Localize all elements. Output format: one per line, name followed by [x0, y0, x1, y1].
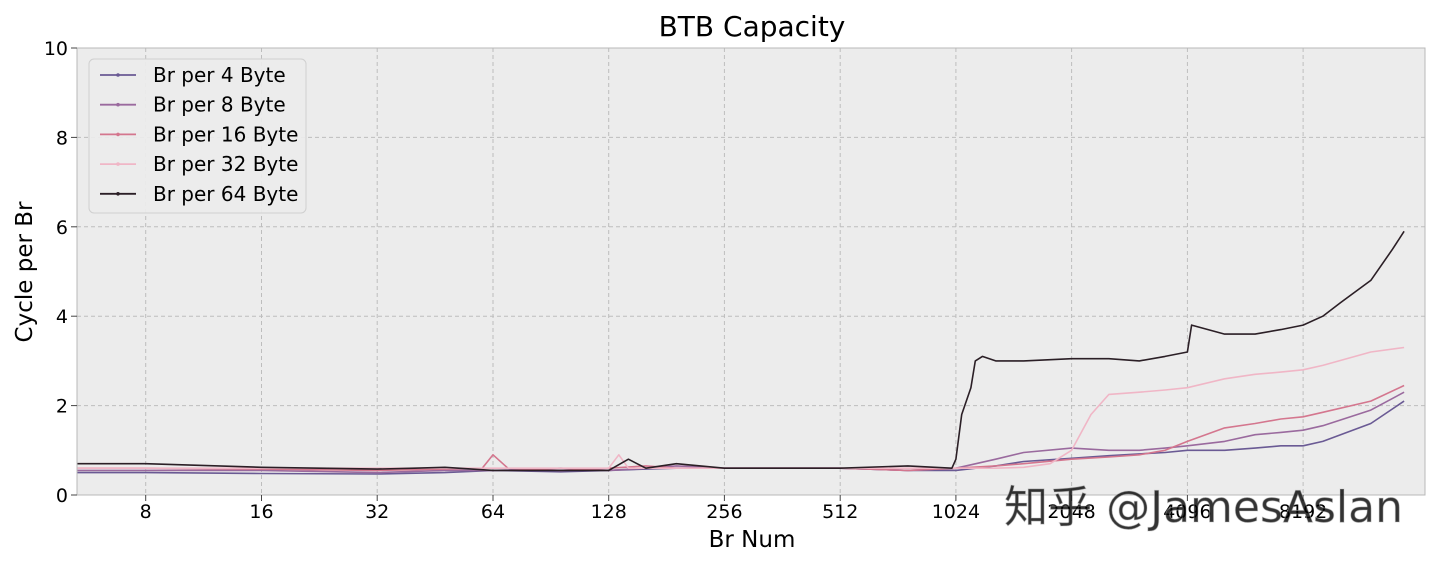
y-tick-label: 6 — [56, 217, 68, 239]
x-tick-label: 1024 — [932, 501, 980, 523]
legend: Br per 4 Byte Br per 8 Byte Br per 16 Byte… — [88, 58, 307, 214]
x-tick-label: 256 — [706, 501, 742, 523]
series-layer — [77, 230, 1405, 475]
x-axis-ticks: 8 16 32 64 128 256 512 1024 2048 4096 8192 — [140, 495, 1327, 523]
chart-title: BTB Capacity — [659, 10, 846, 43]
x-tick-label: 4096 — [1163, 501, 1211, 523]
series-line-4 — [77, 230, 1405, 472]
x-axis-label: Br Num — [709, 527, 796, 553]
legend-label: Br per 32 Byte — [153, 152, 298, 176]
y-axis-ticks: 0 2 4 6 8 10 — [44, 38, 77, 507]
legend-label: Br per 8 Byte — [153, 93, 286, 117]
legend-label: Br per 16 Byte — [153, 122, 298, 146]
plot-frame — [76, 47, 1426, 496]
legend-box — [88, 58, 307, 214]
legend-marker — [116, 192, 120, 196]
x-tick-label: 32 — [365, 501, 389, 523]
y-tick-label: 10 — [44, 38, 68, 60]
x-tick-label: 512 — [822, 501, 858, 523]
y-tick-label: 0 — [56, 485, 68, 507]
legend-label: Br per 64 Byte — [153, 182, 298, 206]
x-tick-label: 64 — [481, 501, 505, 523]
y-tick-label: 2 — [56, 396, 68, 418]
y-tick-label: 8 — [56, 127, 68, 149]
x-tick-label: 2048 — [1047, 501, 1095, 523]
series-line-3 — [77, 346, 1405, 470]
legend-label: Br per 4 Byte — [153, 63, 286, 87]
legend-marker — [116, 102, 120, 107]
legend-marker — [116, 73, 120, 77]
watermark: 知乎 @JamesAslan — [1004, 482, 1403, 533]
legend-marker — [116, 132, 120, 137]
x-tick-label: 8192 — [1279, 501, 1327, 523]
legend-marker — [116, 162, 120, 166]
x-tick-label: 128 — [591, 501, 627, 523]
x-tick-label: 8 — [140, 501, 152, 523]
y-axis-label: Cycle per Br — [12, 201, 38, 342]
x-tick-label: 16 — [249, 501, 273, 523]
y-tick-label: 4 — [56, 306, 68, 328]
